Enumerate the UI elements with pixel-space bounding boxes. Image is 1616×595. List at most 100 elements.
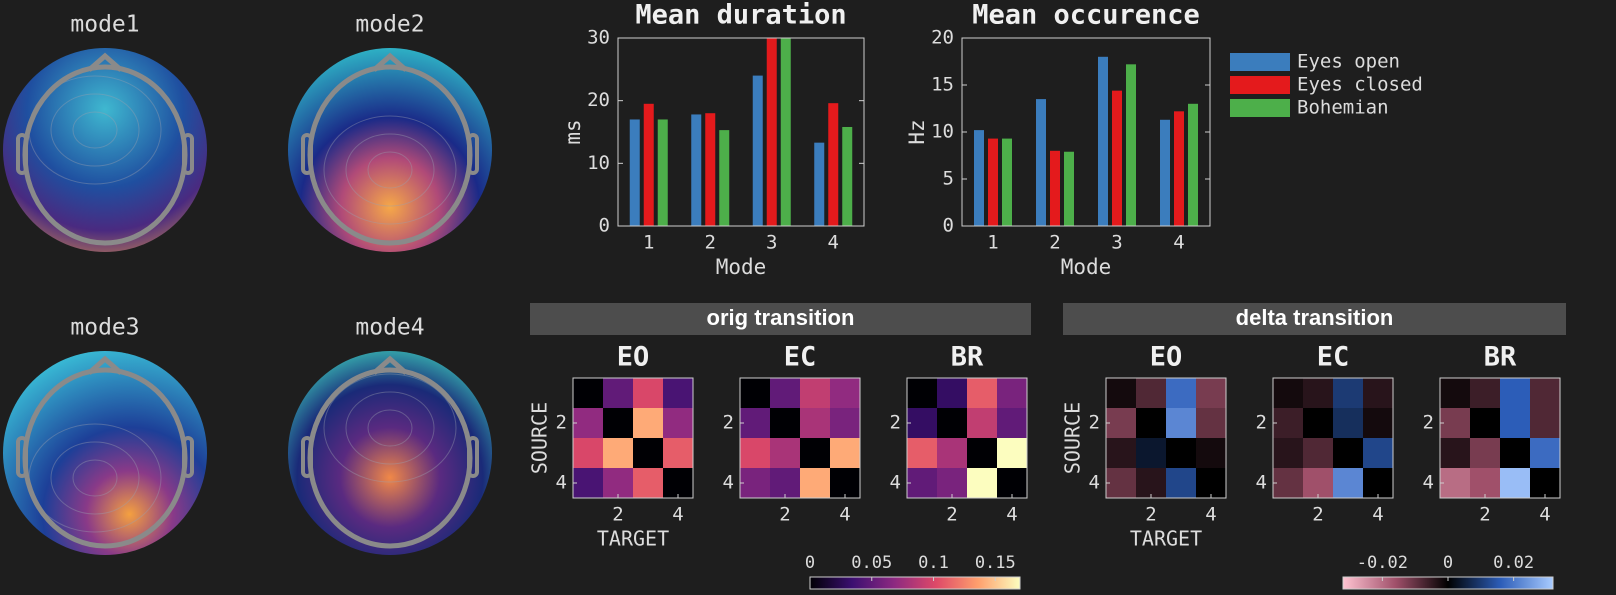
heatmap-cell <box>1500 378 1530 408</box>
bar <box>629 119 640 226</box>
bar <box>1126 64 1136 226</box>
heatmap-cell <box>1303 468 1333 498</box>
contour <box>345 133 435 207</box>
x-tick-label: 4 <box>1006 504 1017 526</box>
bar <box>780 38 791 226</box>
heatmap-cell <box>967 378 997 408</box>
bar <box>988 138 998 226</box>
contour <box>323 115 457 225</box>
group-header <box>1063 303 1566 335</box>
y-tick-label: 2 <box>1256 412 1267 434</box>
bar <box>1160 119 1170 226</box>
heatmap-cell <box>1500 438 1530 468</box>
colorbar-tick-label: 0.1 <box>918 553 949 573</box>
y-tick-label: 20 <box>587 89 610 111</box>
x-axis-label: Mode <box>716 255 767 279</box>
heatmap-cell <box>830 378 860 408</box>
y-tick-label: 10 <box>931 121 954 143</box>
contour <box>345 391 435 465</box>
ear <box>301 133 313 175</box>
heatmap-cell <box>1470 378 1500 408</box>
axes-box <box>572 377 694 499</box>
heatmap-cell <box>1440 438 1470 468</box>
y-tick-label: 4 <box>890 472 901 494</box>
heatmap-cell <box>1530 438 1560 468</box>
heatmap-cell <box>1166 378 1196 408</box>
heatmap-cell <box>1363 408 1393 438</box>
topomap-title: mode4 <box>355 315 424 341</box>
bar <box>1064 151 1074 226</box>
heatmap-cell <box>740 438 770 468</box>
nose <box>372 355 408 375</box>
heatmap-cell <box>1136 468 1166 498</box>
x-tick-label: 3 <box>1111 232 1122 254</box>
x-tick-label: 4 <box>672 504 683 526</box>
heatmap-cell <box>1440 468 1470 498</box>
x-tick-label: 3 <box>766 232 777 254</box>
heatmap-cell <box>603 468 633 498</box>
y-tick-label: 2 <box>890 412 901 434</box>
axes-box <box>961 37 1211 227</box>
bar <box>657 119 668 226</box>
heatmap-cell <box>967 468 997 498</box>
heatmap-cell <box>1196 378 1226 408</box>
axes-box <box>739 377 861 499</box>
legend-swatch <box>1230 53 1290 71</box>
colorbar-tick-label: 0 <box>1443 553 1453 573</box>
heatmap-cell <box>1440 378 1470 408</box>
heatmap-cell <box>907 468 937 498</box>
heatmap-cell <box>633 408 663 438</box>
y-tick-label: 4 <box>1423 472 1434 494</box>
y-tick-label: 2 <box>723 412 734 434</box>
heatmap-cell <box>800 468 830 498</box>
bar <box>828 103 839 226</box>
x-tick-label: 4 <box>839 504 850 526</box>
y-tick-label: 4 <box>723 472 734 494</box>
y-tick-label: 2 <box>1089 412 1100 434</box>
heatmap-cell <box>1106 408 1136 438</box>
colorbar-tick-label: 0.15 <box>975 553 1016 573</box>
panel-title: EO <box>1150 342 1183 373</box>
x-tick-label: 2 <box>946 504 957 526</box>
heatmap-cell <box>1303 408 1333 438</box>
bar <box>643 103 654 226</box>
heatmap-cell <box>770 438 800 468</box>
bar <box>1188 103 1198 226</box>
heatmap-cell <box>997 468 1027 498</box>
heatmap-cell <box>1273 438 1303 468</box>
heatmap-cell <box>937 438 967 468</box>
group-title: delta transition <box>1236 305 1394 330</box>
x-tick-label: 4 <box>1205 504 1216 526</box>
heatmap-cell <box>573 408 603 438</box>
heatmap-cell <box>1273 468 1303 498</box>
heatmap-cell <box>907 378 937 408</box>
heatmap-cell <box>1106 438 1136 468</box>
heatmap-cell <box>907 408 937 438</box>
nose <box>372 52 408 72</box>
legend-label: Eyes closed <box>1297 74 1423 96</box>
ear <box>467 436 479 478</box>
heatmap-cell <box>740 408 770 438</box>
heatmap-cell <box>663 378 693 408</box>
heatmap-cell <box>573 468 603 498</box>
heatmap-cell <box>573 438 603 468</box>
heatmap-cell <box>1196 408 1226 438</box>
legend-label: Eyes open <box>1297 51 1400 73</box>
y-tick-label: 0 <box>943 215 954 237</box>
heatmap-cell <box>1166 468 1196 498</box>
topomap-title: mode3 <box>70 315 139 341</box>
contour <box>72 459 118 497</box>
heatmap-cell <box>1166 438 1196 468</box>
bar <box>1098 56 1108 226</box>
heatmap-cell <box>1273 408 1303 438</box>
heatmap-cell <box>770 378 800 408</box>
heatmap-cell <box>997 438 1027 468</box>
heatmap-cell <box>1440 408 1470 438</box>
heatmap-cell <box>830 408 860 438</box>
x-tick-label: 2 <box>1049 232 1060 254</box>
heatmap-cell <box>1363 378 1393 408</box>
heatmap-cell <box>1530 468 1560 498</box>
x-tick-label: 2 <box>612 504 623 526</box>
contour <box>367 151 413 189</box>
x-tick-label: 4 <box>1372 504 1383 526</box>
